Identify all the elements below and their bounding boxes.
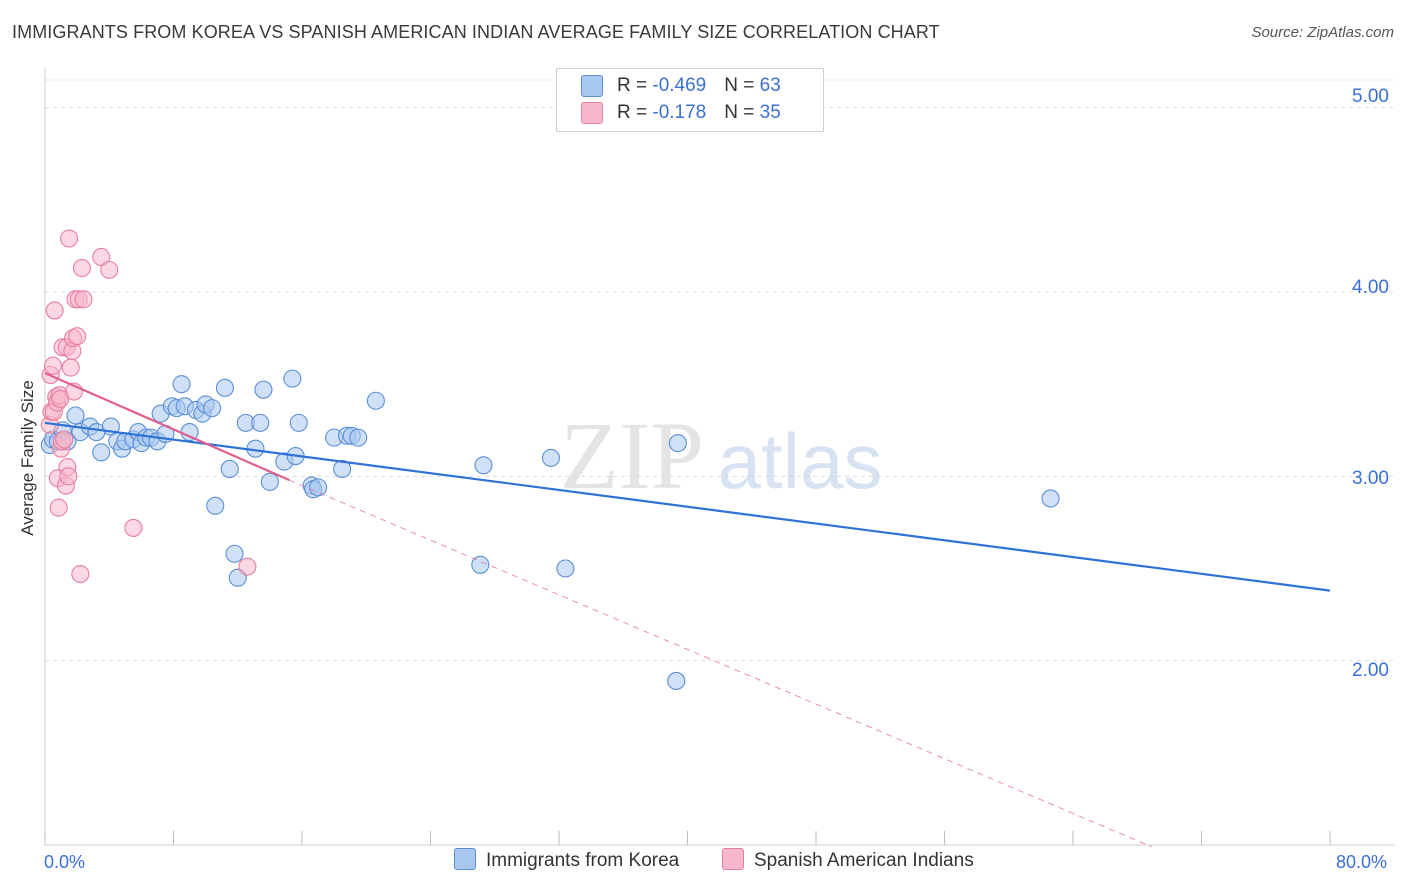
korea-data-point [206,496,225,515]
korea-data-point [541,448,561,467]
x-tick-label-max: 80.0% [1336,852,1388,872]
korea-data-point [474,456,493,475]
watermark-zip: ZIP [560,402,704,509]
korea-data-point [203,399,222,418]
legend-item-spanish: Spanish American Indians [722,848,974,878]
spanish-data-point [49,498,68,517]
spanish-data-point [61,358,80,377]
spanish-data-point [100,260,119,279]
korea-data-point [172,375,191,394]
y-tick-label-5: 5.00 [1352,86,1389,107]
source-label: Source: ZipAtlas.com [1251,24,1394,41]
korea-data-point [1041,489,1060,508]
korea-r-value: -0.469 [652,75,707,97]
chart-title: IMMIGRANTS FROM KOREA VS SPANISH AMERICA… [12,22,940,42]
trend-lines [44,372,1331,848]
spanish-legend-swatch-icon [722,848,744,871]
korea-legend-label: Immigrants from Korea [486,850,680,871]
korea-data-point [215,378,234,397]
korea-data-point [556,559,575,578]
spanish-trend-line [44,372,290,482]
korea-data-point [283,369,302,388]
korea-data-point [92,443,111,462]
korea-r-label: R = [617,75,653,97]
spanish-r-label: R = [617,102,653,124]
data-points [40,229,1060,690]
spanish-r-value: -0.178 [652,102,707,124]
spanish-data-point [71,564,90,584]
korea-data-point [366,391,385,410]
spanish-data-point [92,247,111,267]
spanish-n-label: N = [724,102,760,124]
legend-row-spanish: R = -0.178 N = 35 [581,102,781,128]
korea-data-point [349,428,368,447]
spanish-data-point [45,301,64,320]
spanish-data-point [68,327,87,346]
korea-data-point [289,413,308,432]
korea-data-point [667,671,686,690]
legend-row-korea: R = -0.469 N = 63 [581,75,781,101]
x-tick-label-min: 0.0% [44,852,86,872]
korea-data-point [254,380,273,399]
legend-item-korea: Immigrants from Korea [454,848,680,878]
korea-n-value: 63 [759,75,781,97]
y-tick-label-2: 2.00 [1352,660,1389,681]
spanish-data-point [59,467,78,486]
korea-legend-swatch-icon [454,848,476,871]
spanish-data-point [43,356,63,375]
spanish-n-value: 35 [759,102,781,124]
korea-n-label: N = [724,75,760,97]
spanish-data-point [60,229,79,248]
correlation-legend: R = -0.469 N = 63 R = -0.178 N = 35 [556,68,824,132]
spanish-legend-label: Spanish American Indians [754,850,974,871]
y-tick-label-4: 4.00 [1352,277,1389,298]
spanish-data-point [74,290,93,309]
watermark-atlas: atlas [718,417,883,505]
korea-swatch-icon [581,75,603,97]
korea-data-point [309,478,328,497]
korea-data-point [333,459,352,479]
korea-data-point [220,459,239,479]
y-tick-label-3: 3.00 [1352,468,1389,489]
spanish-data-point [72,258,91,278]
spanish-data-point [55,430,74,449]
spanish-swatch-icon [581,102,603,124]
korea-data-point [260,472,279,491]
korea-data-point [251,413,270,432]
korea-data-point [471,555,490,574]
spanish-trend-extension [288,479,1152,848]
korea-data-point [225,544,244,563]
korea-data-point [668,434,687,453]
korea-data-point [66,406,85,425]
spanish-data-point [124,518,143,537]
spanish-data-point [238,557,257,576]
korea-trend-line [44,421,1331,592]
axes [44,68,1395,846]
